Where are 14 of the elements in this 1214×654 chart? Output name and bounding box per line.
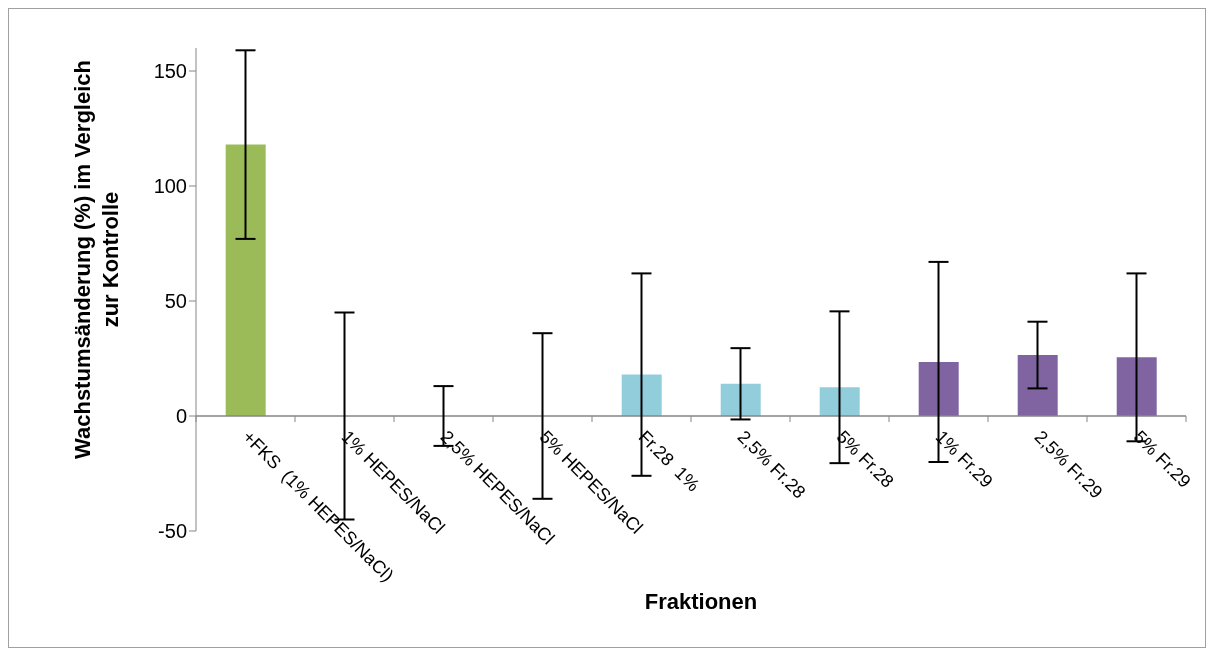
y-tick-label: -50 [158, 520, 187, 543]
y-axis-title: Wachstumsänderung (%) im Vergleich zur Kontrolle [70, 60, 123, 459]
y-tick-label: 100 [153, 175, 187, 198]
bar [1017, 355, 1058, 416]
bar [621, 374, 662, 416]
bar [225, 144, 266, 416]
bar [720, 383, 761, 416]
y-tick-label: 50 [164, 290, 187, 313]
x-axis-title: Fraktionen [644, 589, 758, 614]
bar [1116, 357, 1157, 416]
bar [918, 361, 959, 416]
y-tick-label: 150 [153, 60, 187, 83]
bar [819, 387, 860, 416]
y-tick-label: 0 [175, 405, 187, 428]
